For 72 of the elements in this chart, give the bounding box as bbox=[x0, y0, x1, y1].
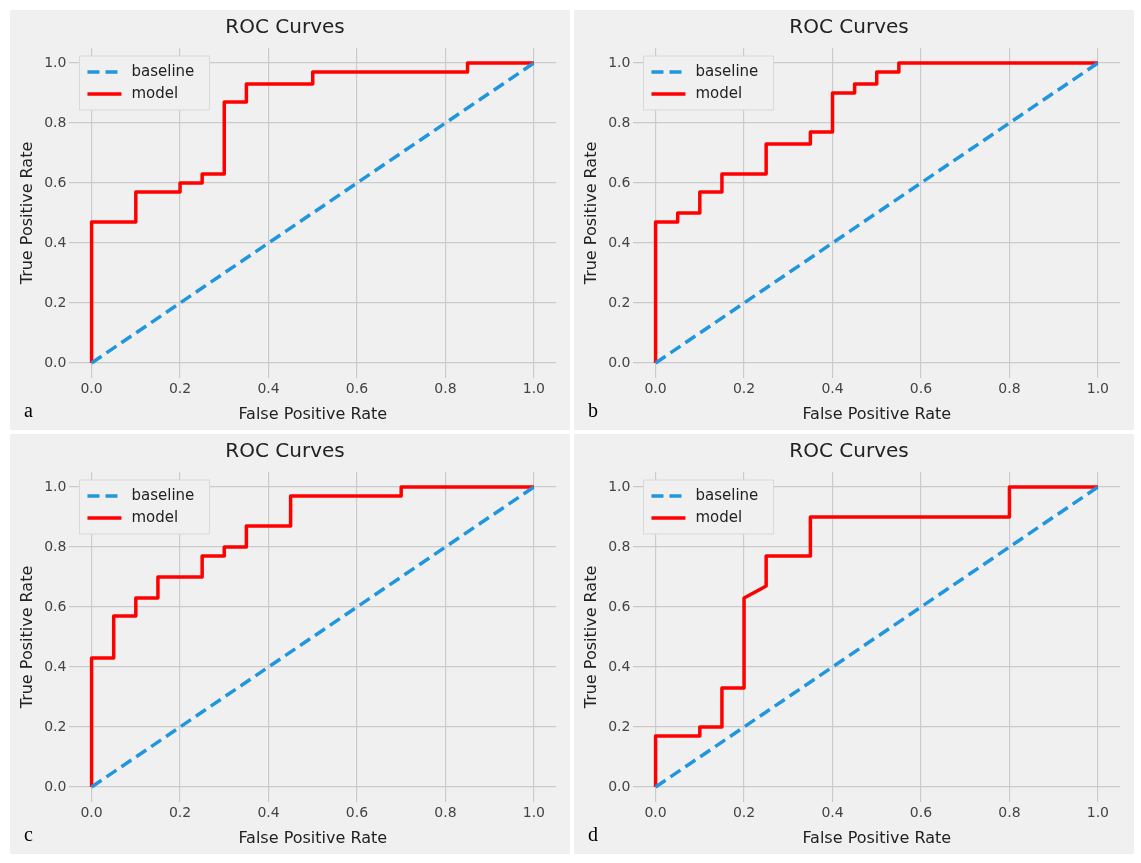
x-tick-label: 0.8 bbox=[998, 380, 1021, 397]
x-tick-label: 0.4 bbox=[821, 380, 844, 397]
legend-label: baseline bbox=[131, 485, 195, 504]
x-tick-label: 0.0 bbox=[644, 804, 667, 821]
legend-label: model bbox=[695, 507, 743, 526]
x-tick-label: 0.8 bbox=[434, 380, 457, 397]
y-tick-label: 0.6 bbox=[44, 173, 67, 190]
y-tick-label: 0.0 bbox=[608, 777, 631, 794]
legend-label: baseline bbox=[131, 61, 195, 80]
y-tick-label: 0.2 bbox=[608, 293, 631, 310]
y-tick-label: 0.2 bbox=[608, 717, 631, 734]
y-tick-label: 0.4 bbox=[44, 233, 67, 250]
legend-label: model bbox=[131, 507, 179, 526]
y-axis-title: True Positive Rate bbox=[580, 141, 600, 286]
legend-label: baseline bbox=[695, 485, 759, 504]
y-tick-label: 0.8 bbox=[44, 113, 67, 130]
text: c bbox=[24, 823, 33, 846]
chart-title: ROC Curves bbox=[789, 14, 909, 39]
x-tick-label: 0.2 bbox=[732, 804, 756, 821]
text: d bbox=[588, 823, 598, 846]
x-tick-label: 0.6 bbox=[345, 380, 369, 397]
y-tick-label: 0.0 bbox=[44, 353, 67, 370]
y-tick-label: 0.0 bbox=[608, 353, 631, 370]
x-tick-label: 0.6 bbox=[909, 804, 933, 821]
x-tick-label: 0.4 bbox=[821, 804, 844, 821]
y-axis-title: True Positive Rate bbox=[580, 565, 600, 710]
x-axis-title: False Positive Rate bbox=[802, 827, 952, 847]
y-tick-label: 0.2 bbox=[44, 717, 67, 734]
y-tick-label: 0.4 bbox=[608, 233, 631, 250]
x-tick-label: 0.4 bbox=[257, 380, 280, 397]
legend-label: model bbox=[131, 83, 179, 102]
x-tick-label: 0.2 bbox=[168, 380, 192, 397]
y-tick-label: 0.6 bbox=[44, 597, 67, 614]
x-tick-label: 0.8 bbox=[434, 804, 457, 821]
x-tick-label: 1.0 bbox=[522, 804, 546, 821]
y-tick-label: 1.0 bbox=[44, 53, 67, 70]
x-axis-title: False Positive Rate bbox=[238, 403, 388, 423]
x-tick-label: 1.0 bbox=[522, 380, 546, 397]
y-tick-label: 0.0 bbox=[44, 777, 67, 794]
x-tick-label: 0.0 bbox=[80, 804, 103, 821]
y-tick-label: 0.8 bbox=[608, 113, 631, 130]
y-tick-label: 0.4 bbox=[44, 657, 67, 674]
x-tick-label: 0.0 bbox=[80, 380, 103, 397]
text: b bbox=[588, 399, 598, 422]
chart-title: ROC Curves bbox=[225, 14, 345, 39]
y-tick-label: 1.0 bbox=[608, 53, 631, 70]
legend-label: baseline bbox=[695, 61, 759, 80]
y-tick-label: 1.0 bbox=[44, 477, 67, 494]
y-tick-label: 0.8 bbox=[608, 537, 631, 554]
y-tick-label: 0.6 bbox=[608, 597, 631, 614]
y-tick-label: 0.4 bbox=[608, 657, 631, 674]
y-tick-label: 1.0 bbox=[608, 477, 631, 494]
x-tick-label: 0.0 bbox=[644, 380, 667, 397]
x-tick-label: 0.2 bbox=[732, 380, 756, 397]
y-tick-label: 0.8 bbox=[44, 537, 67, 554]
x-tick-label: 1.0 bbox=[1086, 380, 1110, 397]
y-axis-title: True Positive Rate bbox=[16, 141, 36, 286]
chart-title: ROC Curves bbox=[789, 438, 909, 463]
y-tick-label: 0.6 bbox=[608, 173, 631, 190]
x-tick-label: 0.4 bbox=[257, 804, 280, 821]
y-axis-title: True Positive Rate bbox=[16, 565, 36, 710]
x-tick-label: 0.6 bbox=[909, 380, 933, 397]
x-tick-label: 0.6 bbox=[345, 804, 369, 821]
x-tick-label: 1.0 bbox=[1086, 804, 1110, 821]
x-tick-label: 0.2 bbox=[168, 804, 192, 821]
legend-label: model bbox=[695, 83, 743, 102]
y-tick-label: 0.2 bbox=[44, 293, 67, 310]
chart-title: ROC Curves bbox=[225, 438, 345, 463]
x-tick-label: 0.8 bbox=[998, 804, 1021, 821]
x-axis-title: False Positive Rate bbox=[238, 827, 388, 847]
x-axis-title: False Positive Rate bbox=[802, 403, 952, 423]
text: a bbox=[24, 399, 33, 422]
